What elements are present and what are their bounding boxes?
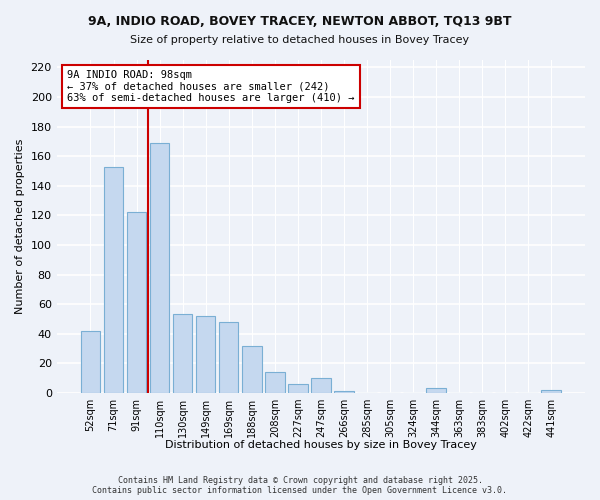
Bar [219,322,238,393]
Bar [242,346,262,393]
Bar [334,392,353,393]
Bar [127,212,146,393]
Text: 9A INDIO ROAD: 98sqm
← 37% of detached houses are smaller (242)
63% of semi-deta: 9A INDIO ROAD: 98sqm ← 37% of detached h… [67,70,355,103]
Bar [80,330,100,393]
Bar [426,388,446,393]
Text: 9A, INDIO ROAD, BOVEY TRACEY, NEWTON ABBOT, TQ13 9BT: 9A, INDIO ROAD, BOVEY TRACEY, NEWTON ABB… [88,15,512,28]
Bar [541,390,561,393]
Bar [311,378,331,393]
X-axis label: Distribution of detached houses by size in Bovey Tracey: Distribution of detached houses by size … [165,440,477,450]
Bar [288,384,308,393]
Y-axis label: Number of detached properties: Number of detached properties [15,138,25,314]
Bar [196,316,215,393]
Bar [150,143,169,393]
Text: Contains HM Land Registry data © Crown copyright and database right 2025.
Contai: Contains HM Land Registry data © Crown c… [92,476,508,495]
Bar [104,166,123,393]
Bar [265,372,284,393]
Bar [173,314,193,393]
Text: Size of property relative to detached houses in Bovey Tracey: Size of property relative to detached ho… [130,35,470,45]
